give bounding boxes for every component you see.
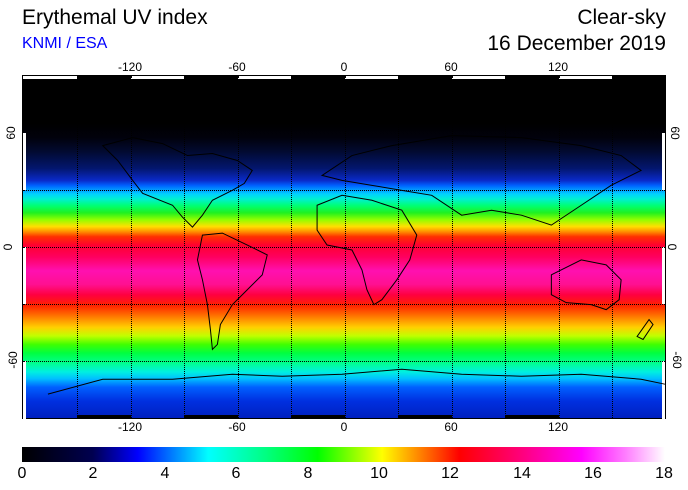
- colorbar-label: 10: [370, 465, 388, 482]
- lon-tick-top: -60: [228, 60, 246, 74]
- frame-scale-bar: [662, 247, 665, 304]
- frame-scale-bar: [345, 76, 398, 79]
- lon-tick-top: -120: [117, 60, 143, 74]
- colorbar-label: 12: [441, 465, 459, 482]
- uv-index-map[interactable]: [22, 75, 666, 419]
- frame-scale-bar: [662, 133, 665, 190]
- frame-scale-bar: [23, 361, 26, 419]
- frame-scale-bar: [398, 415, 452, 418]
- lat-tick-left: 60: [4, 126, 19, 140]
- lon-tick-top: 120: [547, 60, 569, 74]
- longitude-gridline: [612, 76, 613, 418]
- source-label: KNMI / ESA: [22, 35, 108, 52]
- colorbar-label: 6: [231, 465, 241, 482]
- colorbar-label: 18: [655, 465, 673, 482]
- longitude-gridline: [559, 76, 560, 418]
- map-title: Erythemal UV index: [22, 6, 208, 29]
- frame-scale-bar: [184, 415, 238, 418]
- lon-tick-bottom: 120: [547, 420, 569, 434]
- lon-tick-bottom: -60: [228, 420, 246, 434]
- colorbar-label: 16: [584, 465, 602, 482]
- longitude-gridline: [505, 76, 506, 418]
- latitude-gridline: [23, 304, 665, 305]
- longitude-gridline: [345, 76, 346, 418]
- frame-scale-bar: [505, 415, 559, 418]
- longitude-gridline: [452, 76, 453, 418]
- frame-scale-bar: [662, 361, 665, 419]
- longitude-gridline: [238, 76, 239, 418]
- longitude-gridline: [291, 76, 292, 418]
- sky-mode-label: Clear-sky: [577, 6, 666, 29]
- colorbar-label: 2: [88, 465, 98, 482]
- longitude-gridline: [77, 76, 78, 418]
- latitude-gridline: [23, 361, 665, 362]
- longitude-gridline: [398, 76, 399, 418]
- frame-scale-bar: [452, 76, 505, 79]
- longitude-gridline: [131, 76, 132, 418]
- lat-tick-left: 0: [0, 243, 15, 251]
- coastline-outlines: [47, 135, 665, 395]
- lat-tick-right: -60: [670, 351, 685, 369]
- colorbar-label: 4: [160, 465, 170, 482]
- frame-scale-bar: [23, 133, 26, 190]
- frame-scale-bar: [238, 76, 291, 79]
- longitude-gridline: [184, 76, 185, 418]
- lon-tick-bottom: -120: [117, 420, 143, 434]
- lon-tick-top: 0: [340, 60, 348, 74]
- frame-scale-bar: [131, 76, 184, 79]
- lon-tick-bottom: 60: [444, 420, 458, 434]
- uv-colorbar: [22, 447, 665, 462]
- frame-scale-bar: [77, 415, 131, 418]
- frame-scale-bar: [559, 76, 612, 79]
- lat-tick-right: 0: [664, 243, 679, 251]
- lat-tick-right: 60: [668, 126, 683, 140]
- lon-tick-bottom: 0: [340, 420, 348, 434]
- latitude-gridline: [23, 190, 665, 191]
- colorbar-label: 14: [513, 465, 531, 482]
- frame-scale-bar: [291, 415, 345, 418]
- colorbar-label: 0: [17, 465, 27, 482]
- lon-tick-top: 60: [444, 60, 458, 74]
- frame-scale-bar: [23, 247, 26, 304]
- frame-scale-bar: [23, 76, 77, 79]
- colorbar-label: 8: [303, 465, 313, 482]
- latitude-gridline: [23, 247, 665, 248]
- date-label: 16 December 2019: [487, 32, 666, 55]
- lat-tick-left: -60: [6, 351, 21, 369]
